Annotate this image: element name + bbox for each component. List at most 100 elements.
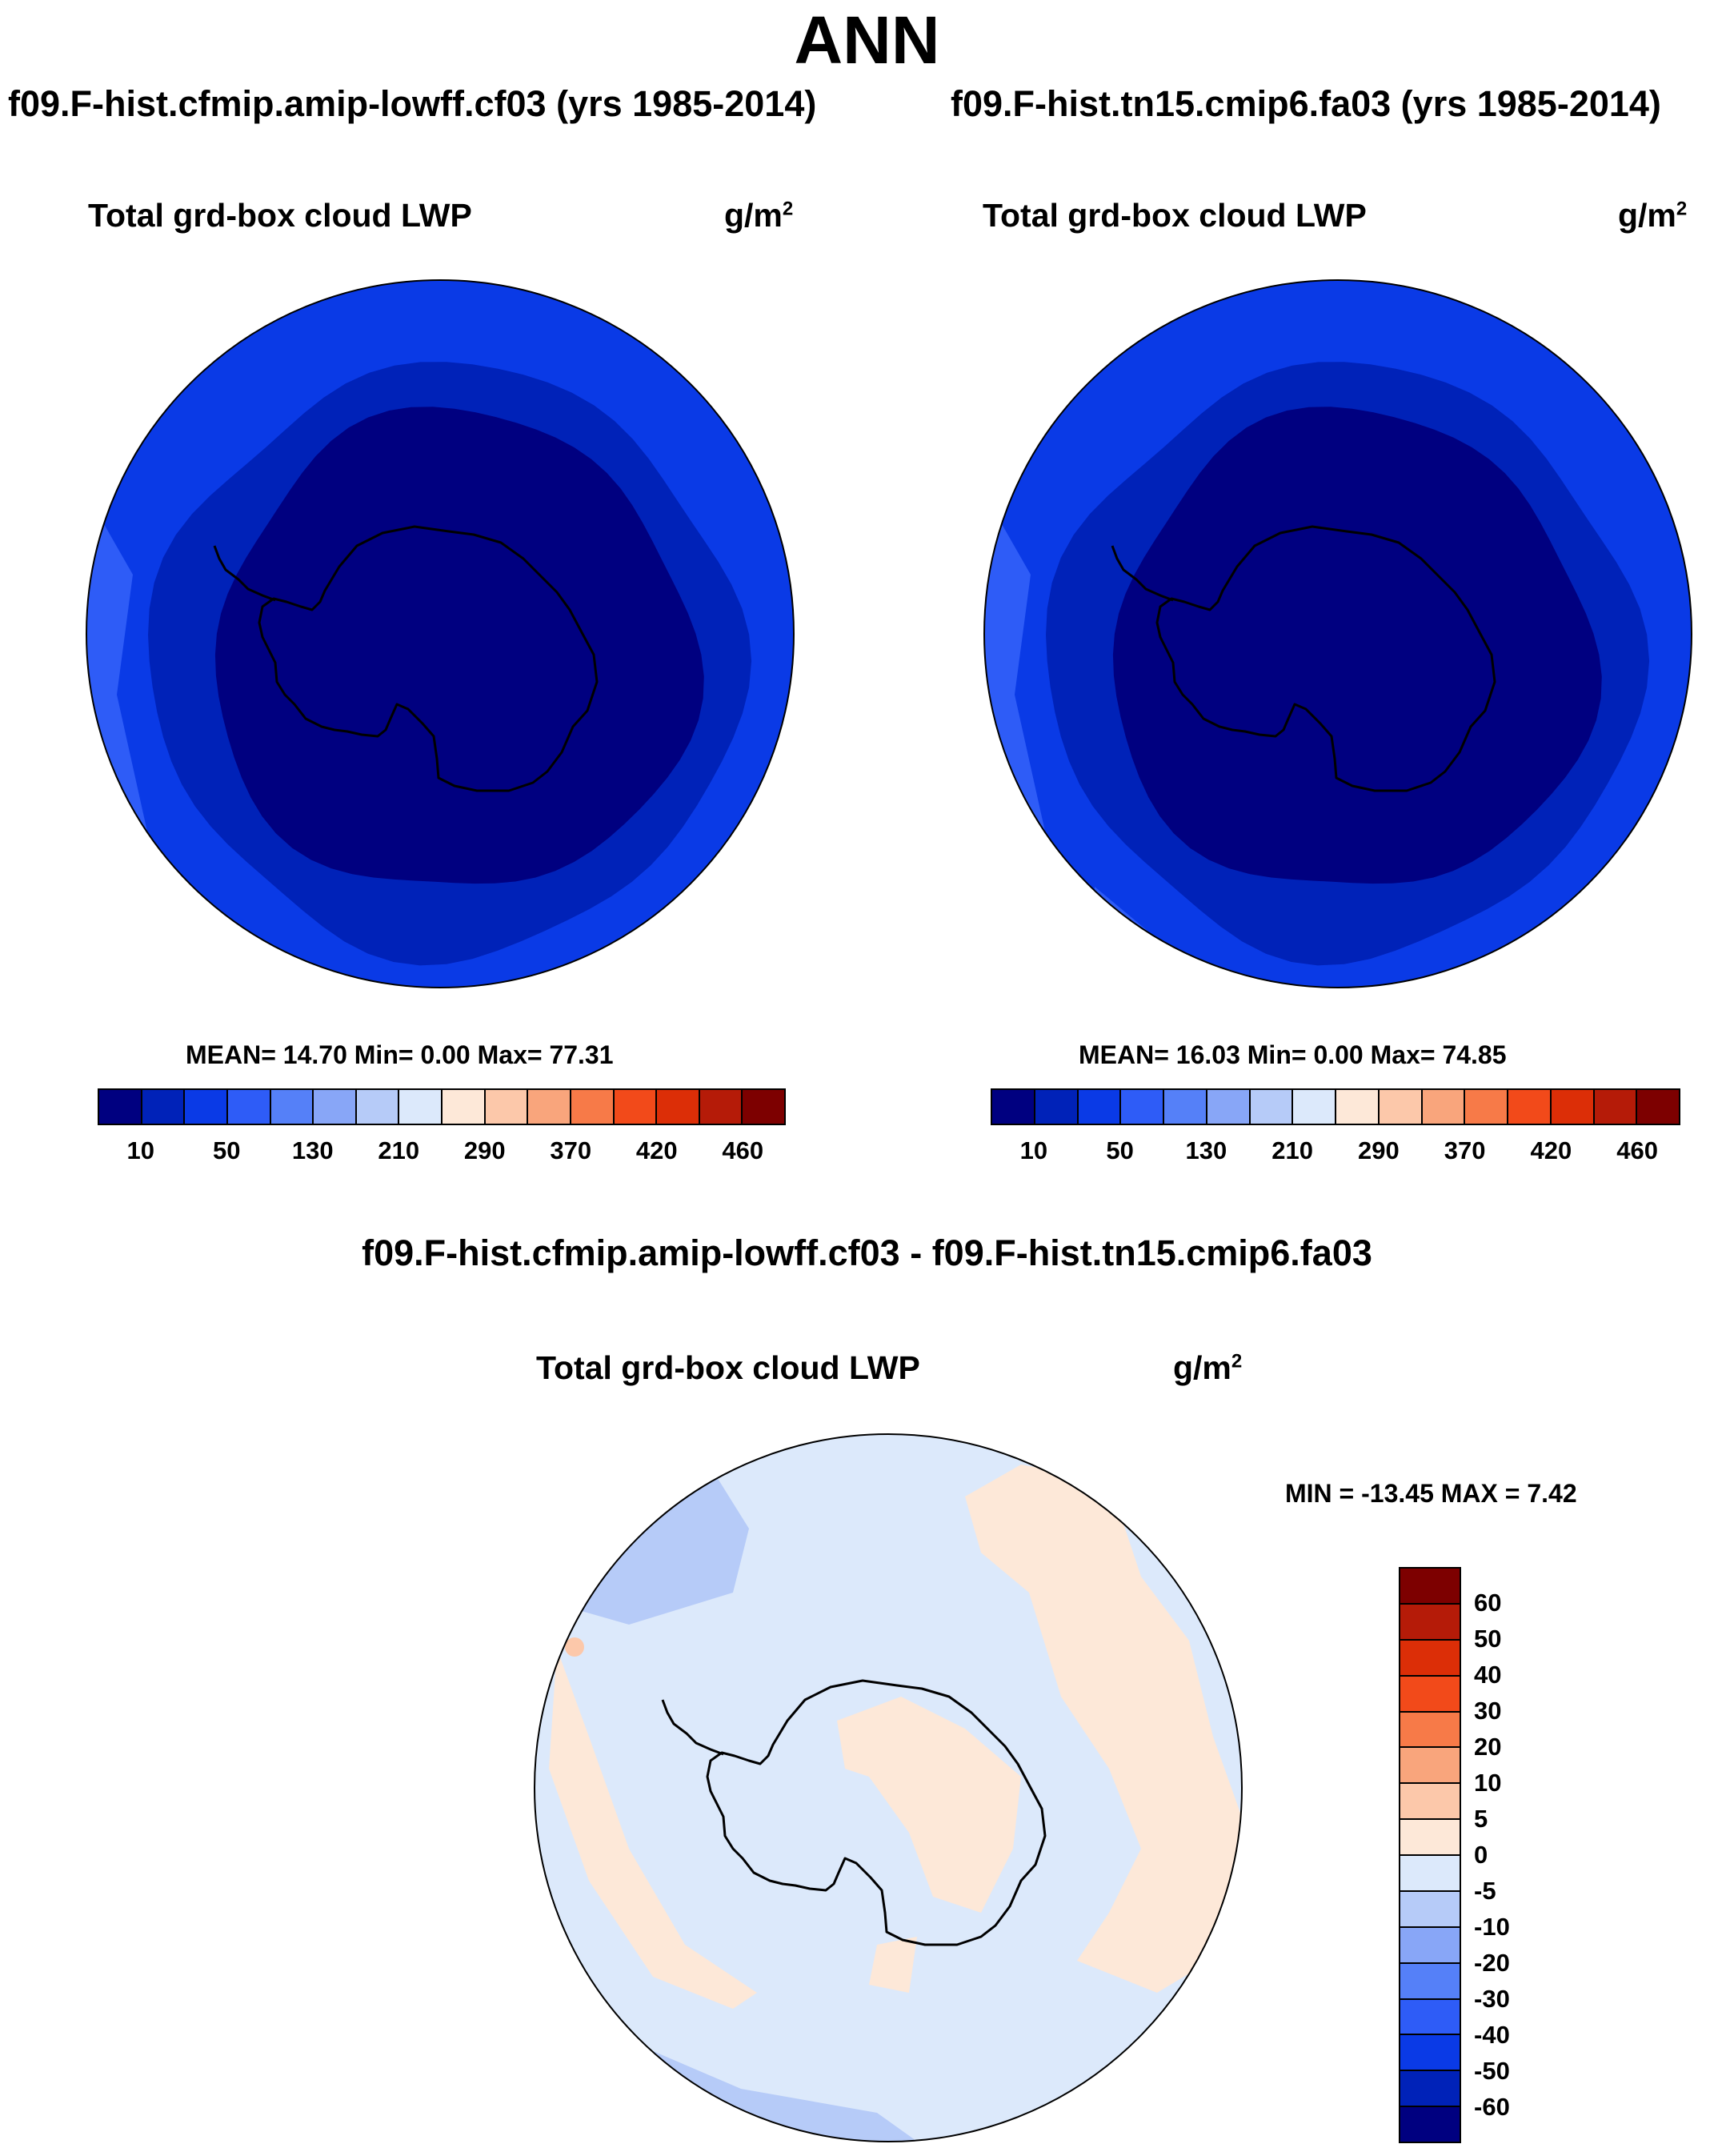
colorbar-tick-label: 30	[1474, 1697, 1502, 1725]
colorbar-swatch	[1336, 1090, 1380, 1124]
colorbar-tick-label: 420	[1530, 1136, 1572, 1164]
panel1-case-title: f09.F-hist.cfmip.amip-lowff.cf03 (yrs 19…	[8, 83, 817, 124]
colorbar-swatch	[185, 1090, 228, 1124]
map-field	[535, 1434, 1242, 2142]
colorbar-swatch	[571, 1090, 615, 1124]
colorbar-swatch	[142, 1090, 186, 1124]
colorbar-swatch	[1400, 2107, 1460, 2142]
colorbar-tick-label: -5	[1474, 1877, 1496, 1905]
panel1-stats: MEAN= 14.70 Min= 0.00 Max= 77.31	[186, 1040, 614, 1069]
panel1-colorbar	[98, 1088, 786, 1125]
colorbar-tick-label: -10	[1474, 1913, 1510, 1941]
colorbar-tick-label: 10	[1019, 1136, 1048, 1164]
colorbar-swatch	[399, 1090, 443, 1124]
colorbar-swatch	[743, 1090, 784, 1124]
colorbar-swatch	[1400, 1712, 1460, 1749]
main-title: ANN	[794, 2, 940, 78]
colorbar-swatch	[314, 1090, 357, 1124]
contour-fill	[965, 1465, 1242, 1993]
colorbar-swatch	[1637, 1090, 1679, 1124]
colorbar-swatch	[1400, 2071, 1460, 2108]
colorbar-tick-label: 420	[635, 1136, 678, 1164]
colorbar-swatch	[1551, 1090, 1595, 1124]
panel2-map	[983, 279, 1692, 988]
colorbar-swatch	[1400, 1604, 1460, 1641]
colorbar-tick-label: 210	[1271, 1136, 1313, 1164]
colorbar-swatch	[1400, 1963, 1460, 2000]
colorbar-tick-label: 460	[1616, 1136, 1658, 1164]
panel2-stats: MEAN= 16.03 Min= 0.00 Max= 74.85	[1079, 1040, 1507, 1069]
colorbar-tick-label: 40	[1474, 1661, 1502, 1689]
diff-variable-title: Total grd-box cloud LWP	[536, 1349, 920, 1386]
colorbar-tick-label: -40	[1474, 2021, 1510, 2049]
map-border	[534, 1433, 1243, 2142]
colorbar-swatch	[1400, 1856, 1460, 1892]
colorbar-swatch	[99, 1090, 142, 1124]
colorbar-tick-label: 370	[550, 1136, 592, 1164]
colorbar-swatch	[443, 1090, 486, 1124]
colorbar-tick-label: 50	[1106, 1136, 1134, 1164]
colorbar-swatch	[699, 1090, 743, 1124]
panel1-variable-title: Total grd-box cloud LWP	[88, 197, 472, 234]
colorbar-swatch	[1400, 1676, 1460, 1713]
colorbar-swatch	[485, 1090, 529, 1124]
panel2-colorbar	[991, 1088, 1680, 1125]
colorbar-tick-label: 10	[126, 1136, 154, 1164]
colorbar-tick-label: -50	[1474, 2057, 1510, 2085]
colorbar-swatch	[1400, 1927, 1460, 1964]
colorbar-tick-label: 290	[1358, 1136, 1400, 1164]
antarctica-coastline	[258, 525, 599, 792]
contour-fill	[565, 1637, 584, 1657]
colorbar-tick-label: 460	[722, 1136, 764, 1164]
colorbar-swatch	[1379, 1090, 1423, 1124]
colorbar-swatch	[227, 1090, 271, 1124]
map-field	[86, 280, 794, 988]
colorbar-swatch	[1250, 1090, 1294, 1124]
colorbar-swatch	[1508, 1090, 1552, 1124]
diff-map	[534, 1433, 1243, 2142]
colorbar-tick-label: 290	[463, 1136, 506, 1164]
colorbar-tick-label: 50	[213, 1136, 241, 1164]
diff-stats: MIN = -13.45 MAX = 7.42	[1285, 1479, 1577, 1508]
map-border	[86, 279, 795, 988]
map-border	[983, 279, 1692, 988]
colorbar-swatch	[1422, 1090, 1466, 1124]
peninsula-coastline	[213, 545, 276, 602]
diff-colorbar	[1399, 1567, 1461, 2143]
colorbar-swatch	[992, 1090, 1035, 1124]
colorbar-tick-label: 5	[1474, 1805, 1488, 1833]
colorbar-swatch	[1400, 1569, 1460, 1605]
contour-fill	[549, 1649, 757, 2009]
contour-fill	[837, 1697, 1021, 1913]
colorbar-swatch	[1400, 1820, 1460, 1856]
panel2-units: g/m2	[1618, 197, 1688, 234]
colorbar-swatch	[528, 1090, 571, 1124]
colorbar-tick-label: 210	[378, 1136, 420, 1164]
colorbar-swatch	[614, 1090, 658, 1124]
antarctica-coastline	[1155, 525, 1496, 792]
colorbar-swatch	[1293, 1090, 1336, 1124]
colorbar-swatch	[1400, 1784, 1460, 1821]
panel2-variable-title: Total grd-box cloud LWP	[983, 197, 1367, 234]
contour-fill	[573, 1465, 749, 1625]
colorbar-tick-label: 370	[1444, 1136, 1486, 1164]
contour-fill	[1112, 407, 1602, 884]
peninsula-coastline	[661, 1699, 724, 1756]
peninsula-coastline	[1111, 545, 1174, 602]
map-field	[984, 280, 1692, 988]
panel2-case-title: f09.F-hist.tn15.cmip6.fa03 (yrs 1985-201…	[951, 83, 1661, 124]
diff-units: g/m2	[1173, 1349, 1243, 1386]
contour-fill	[869, 1937, 917, 1993]
colorbar-swatch	[1400, 1640, 1460, 1677]
colorbar-swatch	[1594, 1090, 1638, 1124]
colorbar-tick-label: 20	[1474, 1733, 1502, 1761]
colorbar-swatch	[1207, 1090, 1251, 1124]
colorbar-tick-label: 130	[1185, 1136, 1227, 1164]
colorbar-tick-label: -20	[1474, 1949, 1510, 1977]
colorbar-swatch	[1400, 1891, 1460, 1928]
colorbar-tick-label: 130	[291, 1136, 334, 1164]
colorbar-tick-label: -30	[1474, 1985, 1510, 2013]
contour-fill	[214, 407, 704, 884]
colorbar-swatch	[1164, 1090, 1207, 1124]
colorbar-tick-label: 60	[1474, 1589, 1502, 1617]
